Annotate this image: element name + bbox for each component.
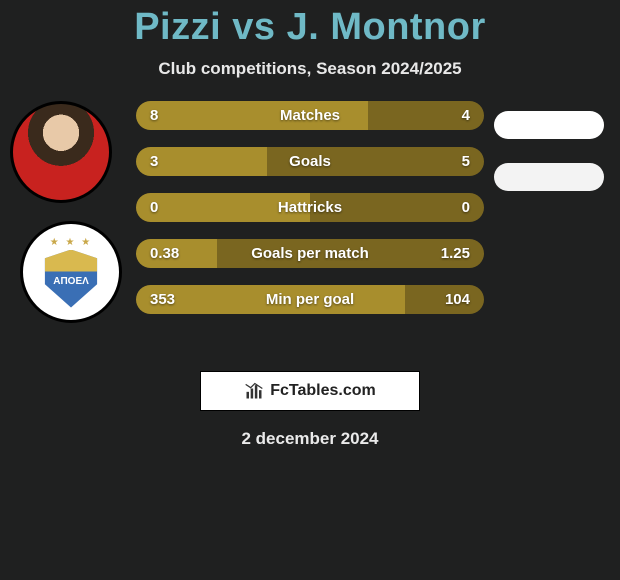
stat-value-right: 4: [462, 107, 470, 124]
comparison-panel: ★ ★ ★ ΑΠΟΕΛ 8Matches43Goals50Hattricks00…: [0, 101, 620, 351]
stat-value-right: 1.25: [441, 245, 470, 262]
stat-bar-row: 0.38Goals per match1.25: [136, 239, 484, 268]
stat-bar-row: 8Matches4: [136, 101, 484, 130]
stat-value-right: 0: [462, 199, 470, 216]
stat-value-right: 104: [445, 291, 470, 308]
badge-shield-icon: ΑΠΟΕΛ: [42, 250, 100, 308]
brand-attribution: FcTables.com: [200, 371, 420, 411]
stat-label: Matches: [136, 107, 484, 124]
player1-photo: [10, 101, 112, 203]
brand-text: FcTables.com: [270, 382, 376, 400]
badge-text: ΑΠΟΕΛ: [53, 276, 89, 287]
stat-value-right: 5: [462, 153, 470, 170]
player1-club-badge: ★ ★ ★ ΑΠΟΕΛ: [20, 221, 122, 323]
stat-bar-row: 353Min per goal104: [136, 285, 484, 314]
title-vs: vs: [232, 6, 275, 48]
stat-bar-row: 0Hattricks0: [136, 193, 484, 222]
left-avatar-column: ★ ★ ★ ΑΠΟΕΛ: [6, 101, 126, 323]
badge-stars-icon: ★ ★ ★: [50, 237, 92, 248]
title-player1: Pizzi: [134, 6, 221, 48]
player2-placeholder-pill: [494, 111, 604, 139]
stat-label: Goals per match: [136, 245, 484, 262]
bar-chart-icon: [244, 381, 264, 401]
stat-label: Hattricks: [136, 199, 484, 216]
player2-club-placeholder-pill: [494, 163, 604, 191]
page-title: Pizzi vs J. Montnor: [0, 0, 620, 49]
date-text: 2 december 2024: [0, 429, 620, 449]
title-player2: J. Montnor: [287, 6, 486, 48]
right-avatar-column: [494, 101, 614, 191]
subtitle: Club competitions, Season 2024/2025: [0, 59, 620, 79]
stat-label: Min per goal: [136, 291, 484, 308]
stat-label: Goals: [136, 153, 484, 170]
stat-bar-row: 3Goals5: [136, 147, 484, 176]
stat-bars: 8Matches4 3Goals5 0Hattricks0 0.38Goals per…: [136, 101, 484, 314]
